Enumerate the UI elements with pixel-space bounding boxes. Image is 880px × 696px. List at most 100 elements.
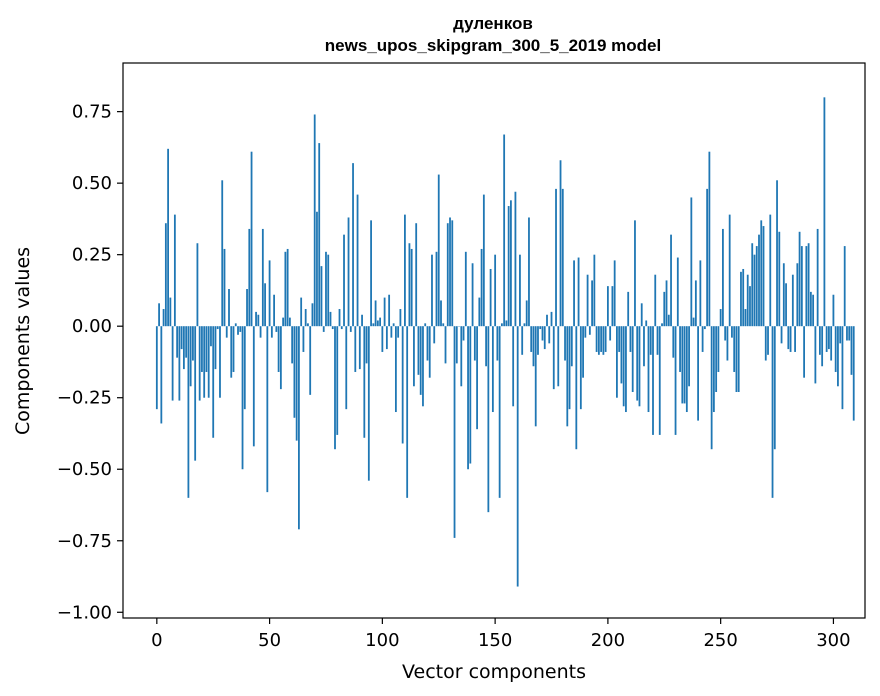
bar-222 (656, 326, 659, 355)
bar-156 (507, 206, 510, 327)
bar-124 (435, 251, 438, 327)
bar-235 (685, 326, 688, 413)
bar-39 (243, 326, 246, 410)
bar-146 (485, 326, 487, 367)
bar-44 (255, 311, 257, 327)
bar-53 (275, 326, 278, 332)
bar-140 (471, 263, 474, 327)
bar-66 (304, 309, 307, 327)
bar-284 (796, 263, 799, 327)
bar-171 (541, 326, 544, 341)
bar-275 (776, 180, 778, 327)
bar-74 (322, 326, 325, 332)
bar-268 (760, 220, 763, 327)
bar-254 (728, 214, 731, 327)
bar-162 (521, 326, 524, 355)
bar-282 (791, 274, 794, 327)
bar-87 (352, 163, 354, 327)
bar-204 (616, 326, 618, 398)
bar-283 (794, 326, 796, 352)
bar-81 (338, 309, 341, 327)
bar-249 (717, 326, 720, 372)
bar-266 (755, 246, 758, 327)
bar-109 (401, 326, 404, 444)
bar-250 (719, 309, 722, 327)
bar-179 (559, 160, 562, 327)
bar-25 (212, 326, 215, 438)
bar-307 (848, 326, 851, 341)
bar-52 (273, 294, 275, 327)
bar-240 (697, 326, 699, 421)
bar-37 (239, 326, 242, 332)
bar-256 (733, 326, 736, 372)
bar-265 (753, 254, 756, 327)
bar-35 (234, 323, 237, 327)
y-tick-label-3: −0.25 (57, 388, 112, 409)
bar-270 (764, 326, 767, 361)
bar-83 (343, 234, 345, 327)
bar-17 (194, 326, 197, 461)
bar-202 (611, 286, 614, 327)
bar-19 (198, 326, 201, 401)
bar-147 (487, 326, 490, 513)
bar-177 (555, 188, 557, 327)
bar-99 (379, 317, 381, 327)
bar-86 (349, 326, 352, 332)
bar-151 (496, 326, 499, 361)
bar-41 (248, 228, 251, 327)
bar-301 (834, 326, 837, 372)
bar-92 (363, 326, 366, 438)
bar-308 (850, 326, 853, 375)
bar-226 (665, 280, 668, 327)
bar-145 (482, 194, 485, 327)
bar-234 (683, 326, 686, 404)
bar-198 (602, 326, 605, 355)
bar-215 (640, 303, 643, 327)
bar-42 (250, 151, 253, 327)
bar-24 (210, 326, 212, 347)
bar-34 (232, 326, 235, 372)
bar-97 (374, 300, 377, 327)
bar-104 (390, 326, 393, 338)
bar-281 (789, 326, 792, 352)
bar-138 (467, 326, 469, 470)
y-tick-label-1: −0.75 (57, 531, 112, 552)
bar-304 (841, 326, 844, 410)
bar-199 (604, 326, 607, 352)
bar-91 (361, 314, 363, 327)
plot-frame (122, 62, 866, 619)
bar-220 (652, 326, 654, 435)
bar-80 (336, 326, 339, 435)
bar-188 (579, 326, 582, 410)
bar-170 (539, 326, 542, 330)
bar-271 (767, 326, 769, 355)
bar-84 (345, 326, 348, 410)
bar-7 (171, 326, 174, 401)
bar-136 (462, 326, 465, 341)
bar-46 (259, 326, 262, 338)
bar-181 (564, 326, 566, 361)
bar-214 (638, 326, 641, 407)
bar-13 (185, 326, 188, 358)
bar-247 (712, 326, 715, 413)
bar-31 (225, 326, 228, 338)
bar-173 (546, 314, 548, 327)
bar-94 (367, 326, 370, 481)
bar-221 (654, 274, 657, 327)
bar-225 (663, 291, 666, 327)
bar-135 (460, 326, 463, 387)
bar-125 (437, 174, 440, 327)
bar-279 (785, 283, 787, 327)
bar-43 (252, 326, 255, 447)
bar-102 (385, 326, 388, 350)
bar-309 (852, 326, 855, 421)
bar-111 (406, 326, 409, 498)
bar-26 (214, 326, 217, 370)
bar-213 (636, 326, 639, 401)
bar-272 (769, 214, 772, 327)
bar-112 (408, 243, 411, 327)
bar-191 (586, 274, 589, 327)
bar-103 (388, 294, 391, 327)
bar-106 (394, 326, 397, 413)
bar-0 (155, 326, 158, 410)
